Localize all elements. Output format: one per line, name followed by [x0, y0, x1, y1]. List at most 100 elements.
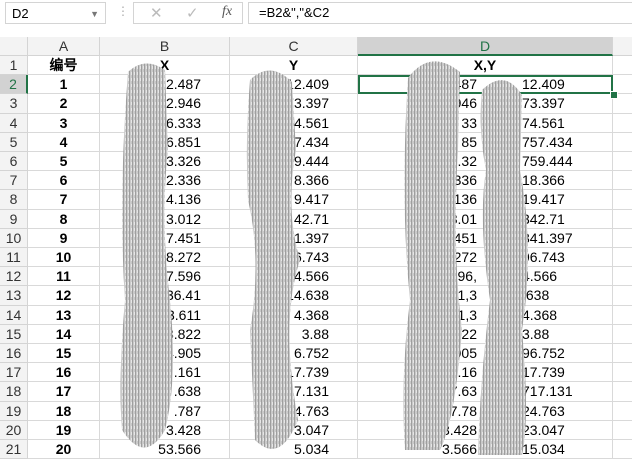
row-header[interactable]: 4 [0, 113, 28, 133]
row-header[interactable]: 10 [0, 228, 28, 248]
row-header[interactable]: 5 [0, 132, 28, 152]
cell-c[interactable]: 8.366 [230, 171, 358, 191]
column-header-a[interactable]: A [28, 37, 100, 56]
column-header-e[interactable] [613, 37, 632, 56]
cell-b[interactable]: 4.136 [100, 190, 230, 210]
cell-e[interactable] [613, 171, 632, 191]
cell-e[interactable] [613, 382, 632, 402]
cell-a[interactable]: 编号 [28, 56, 100, 76]
cell-e[interactable] [613, 325, 632, 344]
cell-c[interactable]: 9.417 [230, 190, 358, 210]
row-header[interactable]: 17 [0, 363, 28, 383]
cell-e[interactable] [613, 75, 632, 95]
cell-a[interactable]: 8 [28, 209, 100, 229]
row-header[interactable]: 2 [0, 75, 28, 95]
cell-c[interactable]: 4.368 [230, 305, 358, 325]
row-header[interactable]: 8 [0, 190, 28, 210]
name-box[interactable]: D2 ▼ [5, 2, 106, 24]
cell-d-text-right: 4.566 [522, 268, 558, 285]
cell-a[interactable]: 13 [28, 305, 100, 325]
cell-e[interactable] [613, 152, 632, 172]
cell-a[interactable]: 4 [28, 132, 100, 152]
cell-c[interactable]: 73.397 [230, 94, 358, 114]
fill-handle[interactable] [610, 91, 618, 99]
cell-a[interactable]: 5 [28, 152, 100, 172]
cell-c[interactable]: 12.409 [230, 75, 358, 95]
cell-c[interactable]: 17.739 [230, 363, 358, 383]
cell-c[interactable]: 94.566 [230, 267, 358, 287]
cell-a[interactable]: 16 [28, 363, 100, 383]
cell-e[interactable] [613, 190, 632, 210]
cell-c[interactable]: 3.047 [230, 420, 358, 440]
cell-e[interactable] [613, 94, 632, 114]
cell-d-text-right: 19.417 [522, 191, 565, 208]
cell-e[interactable] [613, 229, 632, 248]
cancel-icon[interactable]: ✕ [150, 5, 163, 22]
cell-a[interactable]: 6 [28, 171, 100, 191]
cell-e[interactable] [613, 114, 632, 133]
cell-e[interactable] [613, 56, 632, 76]
cell-c[interactable]: 6.752 [230, 344, 358, 364]
row-header[interactable]: 12 [0, 267, 28, 287]
row-header[interactable]: 21 [0, 440, 28, 459]
cell-a[interactable]: 2 [28, 94, 100, 114]
cell-c[interactable]: 42.71 [230, 209, 358, 229]
cell-b[interactable]: 3.012 [100, 209, 230, 229]
row-header[interactable]: 3 [0, 94, 28, 114]
cell-d[interactable]: 3.428 23.047 [358, 420, 613, 440]
cell-a[interactable]: 9 [28, 228, 100, 248]
cell-c[interactable]: 3.88 [230, 324, 358, 344]
cell-e[interactable] [613, 402, 632, 421]
row-header[interactable]: 13 [0, 286, 28, 306]
cell-a[interactable]: 18 [28, 401, 100, 421]
cell-e[interactable] [613, 286, 632, 306]
row-header[interactable]: 18 [0, 382, 28, 402]
formula-input[interactable]: =B2&","&C2 [248, 2, 632, 24]
cell-d-text-left: 3.428 [441, 421, 477, 438]
cell-a[interactable]: 19 [28, 420, 100, 440]
cell-e[interactable] [613, 306, 632, 325]
cell-d-text-left: 3.01 [449, 210, 477, 227]
select-all-button[interactable] [0, 37, 28, 56]
cell-b[interactable]: 2.336 [100, 171, 230, 191]
cell-e[interactable] [613, 210, 632, 229]
cell-d-text-right: 96.752 [522, 345, 565, 361]
row-header[interactable]: 20 [0, 420, 28, 440]
row-header[interactable]: 16 [0, 344, 28, 364]
cell-a[interactable]: 17 [28, 382, 100, 402]
cell-c[interactable]: Y [230, 56, 358, 76]
row-header[interactable]: 1 [0, 56, 28, 76]
cell-e[interactable] [613, 248, 632, 268]
cell-b[interactable]: 3.428 [100, 420, 230, 440]
cell-a[interactable]: 14 [28, 324, 100, 344]
cell-a[interactable]: 11 [28, 267, 100, 287]
row-header[interactable]: 19 [0, 401, 28, 421]
row-header[interactable]: 11 [0, 248, 28, 268]
cell-e[interactable] [613, 363, 632, 383]
row-header[interactable]: 6 [0, 152, 28, 172]
column-header-d[interactable]: D [358, 37, 613, 56]
column-header-c[interactable]: C [230, 37, 358, 56]
cell-a[interactable]: 15 [28, 344, 100, 364]
cell-e[interactable] [613, 344, 632, 364]
cell-c[interactable]: 14.638 [230, 286, 358, 306]
cell-e[interactable] [613, 133, 632, 152]
cell-a[interactable]: 10 [28, 248, 100, 268]
cell-c[interactable]: 59.444 [230, 152, 358, 172]
insert-function-icon[interactable]: fx [222, 4, 233, 19]
row-header[interactable]: 7 [0, 171, 28, 191]
column-header-b[interactable]: B [100, 37, 230, 56]
cell-a[interactable]: 3 [28, 113, 100, 133]
cell-d-text-left: 33 [461, 114, 477, 131]
enter-icon[interactable]: ✓ [186, 5, 199, 22]
cell-d[interactable]: X,Y [358, 56, 613, 76]
cell-e[interactable] [613, 267, 632, 287]
cell-a[interactable]: 1 [28, 75, 100, 95]
cell-a[interactable]: 12 [28, 286, 100, 306]
row-header[interactable]: 9 [0, 209, 28, 229]
row-header[interactable]: 15 [0, 324, 28, 344]
chevron-down-icon[interactable]: ▼ [90, 9, 99, 19]
cell-a[interactable]: 7 [28, 190, 100, 210]
cell-e[interactable] [613, 421, 632, 440]
row-header[interactable]: 14 [0, 305, 28, 325]
